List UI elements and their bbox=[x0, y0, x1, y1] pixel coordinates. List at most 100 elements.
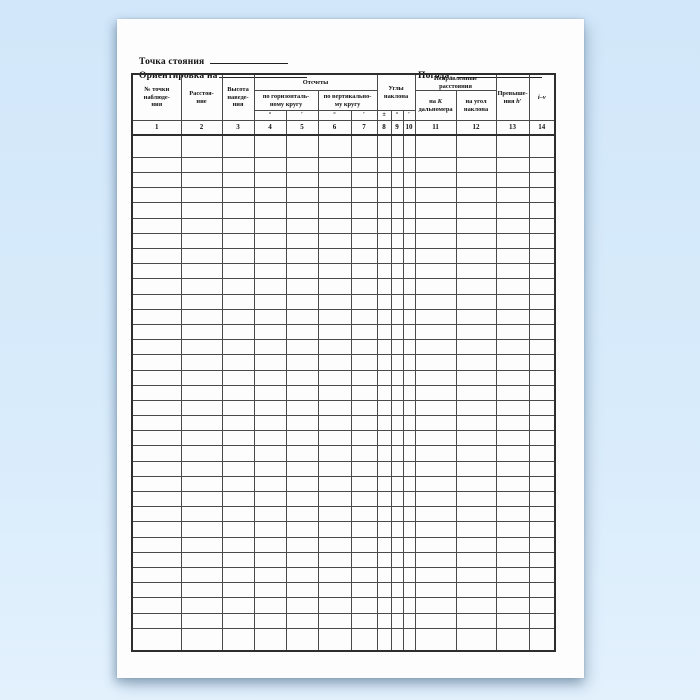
table-row bbox=[131, 354, 556, 371]
empty-cell bbox=[390, 566, 404, 584]
empty-cell bbox=[253, 627, 287, 652]
table-row bbox=[131, 415, 556, 432]
table-row bbox=[131, 399, 556, 417]
empty-cell bbox=[285, 156, 319, 174]
survey-journal-table: № точки наблюде- ния Расстоя- ние Высота… bbox=[131, 73, 557, 652]
table-row bbox=[131, 247, 556, 265]
empty-cell bbox=[253, 187, 287, 204]
empty-cell bbox=[253, 134, 287, 158]
empty-cell bbox=[221, 187, 255, 204]
column-number: 14 bbox=[528, 120, 556, 136]
column-number: 1 bbox=[131, 120, 182, 136]
empty-cell bbox=[528, 582, 556, 599]
empty-cell bbox=[221, 460, 255, 477]
table-row bbox=[131, 232, 556, 250]
empty-cell bbox=[253, 445, 287, 462]
empty-cell bbox=[455, 506, 497, 523]
empty-cell bbox=[390, 430, 404, 447]
empty-cell bbox=[414, 566, 457, 584]
empty-cell bbox=[180, 308, 223, 325]
empty-cell bbox=[455, 627, 497, 652]
column-number: 9 bbox=[390, 120, 404, 136]
empty-cell bbox=[528, 490, 556, 508]
empty-cell bbox=[350, 551, 378, 568]
empty-cell bbox=[131, 354, 182, 371]
empty-cell bbox=[285, 475, 319, 493]
empty-cell bbox=[180, 323, 223, 341]
header-row-column-numbers: 1 2 3 4 5 6 7 8 9 10 11 12 13 14 bbox=[131, 120, 556, 136]
empty-cell bbox=[180, 202, 223, 219]
empty-cell bbox=[495, 293, 530, 310]
empty-cell bbox=[402, 536, 416, 553]
empty-cell bbox=[317, 187, 352, 204]
table-row bbox=[131, 278, 556, 295]
empty-cell bbox=[390, 293, 404, 310]
empty-cell bbox=[131, 612, 182, 629]
column-number: 8 bbox=[376, 120, 392, 136]
header-angle-correction: на угол наклона bbox=[455, 90, 497, 122]
empty-cell bbox=[390, 506, 404, 523]
empty-cell bbox=[390, 399, 404, 417]
empty-cell bbox=[528, 247, 556, 265]
table-row bbox=[131, 506, 556, 523]
empty-cell bbox=[285, 369, 319, 386]
empty-cell bbox=[376, 247, 392, 265]
station-line: Точка стояния bbox=[139, 55, 289, 67]
empty-cell bbox=[131, 582, 182, 599]
empty-cell bbox=[253, 278, 287, 295]
empty-cell bbox=[402, 308, 416, 325]
empty-cell bbox=[455, 156, 497, 174]
empty-cell bbox=[376, 460, 392, 477]
empty-cell bbox=[350, 156, 378, 174]
empty-cell bbox=[402, 202, 416, 219]
empty-cell bbox=[376, 384, 392, 401]
table-row bbox=[131, 384, 556, 401]
station-blank-line bbox=[210, 55, 289, 64]
empty-cell bbox=[402, 134, 416, 158]
empty-cell bbox=[131, 566, 182, 584]
empty-cell bbox=[455, 384, 497, 401]
empty-cell bbox=[528, 627, 556, 652]
empty-cell bbox=[528, 134, 556, 158]
empty-cell bbox=[495, 278, 530, 295]
empty-cell bbox=[402, 612, 416, 629]
empty-cell bbox=[253, 354, 287, 371]
empty-cell bbox=[180, 247, 223, 265]
empty-cell bbox=[402, 475, 416, 493]
unit-minute-h: ′ bbox=[285, 110, 319, 122]
empty-cell bbox=[495, 202, 530, 219]
empty-cell bbox=[285, 597, 319, 614]
empty-cell bbox=[390, 551, 404, 568]
empty-cell bbox=[390, 460, 404, 477]
empty-cell bbox=[180, 582, 223, 599]
empty-cell bbox=[390, 536, 404, 553]
empty-cell bbox=[455, 202, 497, 219]
empty-cell bbox=[528, 521, 556, 538]
empty-cell bbox=[253, 475, 287, 493]
empty-cell bbox=[528, 536, 556, 553]
table-row bbox=[131, 475, 556, 493]
empty-cell bbox=[350, 490, 378, 508]
empty-cell bbox=[131, 232, 182, 250]
empty-cell bbox=[253, 430, 287, 447]
empty-cell bbox=[180, 490, 223, 508]
empty-cell bbox=[495, 430, 530, 447]
empty-cell bbox=[528, 460, 556, 477]
station-label: Точка стояния bbox=[139, 57, 205, 67]
empty-cell bbox=[285, 445, 319, 462]
empty-cell bbox=[414, 475, 457, 493]
empty-cell bbox=[402, 582, 416, 599]
empty-cell bbox=[528, 369, 556, 386]
table-row bbox=[131, 430, 556, 447]
header-sight-height: Высота наведе- ния bbox=[221, 73, 255, 122]
empty-cell bbox=[285, 566, 319, 584]
empty-cell bbox=[131, 156, 182, 174]
empty-cell bbox=[221, 612, 255, 629]
empty-cell bbox=[253, 384, 287, 401]
empty-cell bbox=[253, 308, 287, 325]
empty-cell bbox=[528, 506, 556, 523]
empty-cell bbox=[455, 612, 497, 629]
empty-cell bbox=[390, 187, 404, 204]
table-row bbox=[131, 566, 556, 584]
empty-cell bbox=[221, 475, 255, 493]
